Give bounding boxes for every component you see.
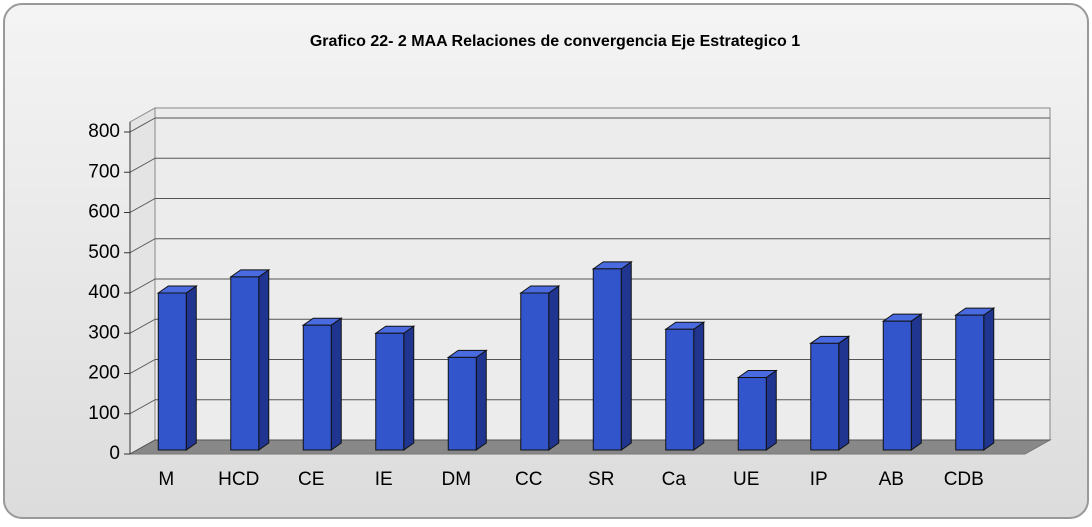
y-tick-label: 400 [88,282,120,303]
x-tick-label: CDB [944,469,984,490]
bar-side [330,317,342,451]
grid-line-side [129,238,156,254]
bar [665,328,695,451]
grid-line-side [129,117,156,133]
y-tick-label: 100 [88,403,120,424]
grid-line-side [129,359,156,374]
x-tick-label: M [158,469,174,490]
y-tick-label: 500 [88,242,120,263]
bar-side [258,268,270,451]
bar [955,314,985,451]
bar [520,292,550,451]
grid-line-side [129,198,156,213]
x-tick-label: SR [588,469,614,490]
bar-side [548,285,560,451]
grid-line-side [129,157,156,173]
bar [810,342,840,451]
bar-side [983,307,995,451]
bar [375,332,405,451]
bar [882,320,912,451]
bar [737,377,767,451]
y-tick-label: 800 [88,121,120,142]
y-tick-label: 200 [88,363,120,384]
bar [447,356,477,451]
x-tick-label: UE [733,469,759,490]
bar [157,292,187,451]
bar-side [620,260,632,451]
x-tick-label: IE [375,469,393,490]
x-tick-label: AB [879,469,904,490]
bar-side [185,285,197,451]
bar-side [838,335,850,451]
x-tick-label: HCD [218,469,259,490]
bar-side [403,325,415,451]
x-tick-label: Ca [662,469,687,490]
grid-line-side [129,439,156,455]
bar-side [765,369,777,451]
y-tick-label: 300 [88,322,120,343]
x-tick-label: CC [515,469,542,490]
grid-line-side [129,278,156,294]
y-tick-label: 700 [88,161,120,182]
bar-side [910,313,922,451]
x-tick-label: IP [810,469,828,490]
bar-side [475,349,487,451]
grid-line-side [129,318,156,334]
x-tick-label: CE [298,469,324,490]
y-tick-label: 600 [88,202,120,223]
bar [302,324,332,451]
chart-title: Grafico 22- 2 MAA Relaciones de converge… [310,33,800,50]
bar [592,268,622,451]
x-tick-label: DM [441,469,471,490]
y-tick-label: 0 [109,443,120,464]
bar [230,276,260,451]
bar-side [693,321,705,451]
grid-line-side [129,399,156,415]
